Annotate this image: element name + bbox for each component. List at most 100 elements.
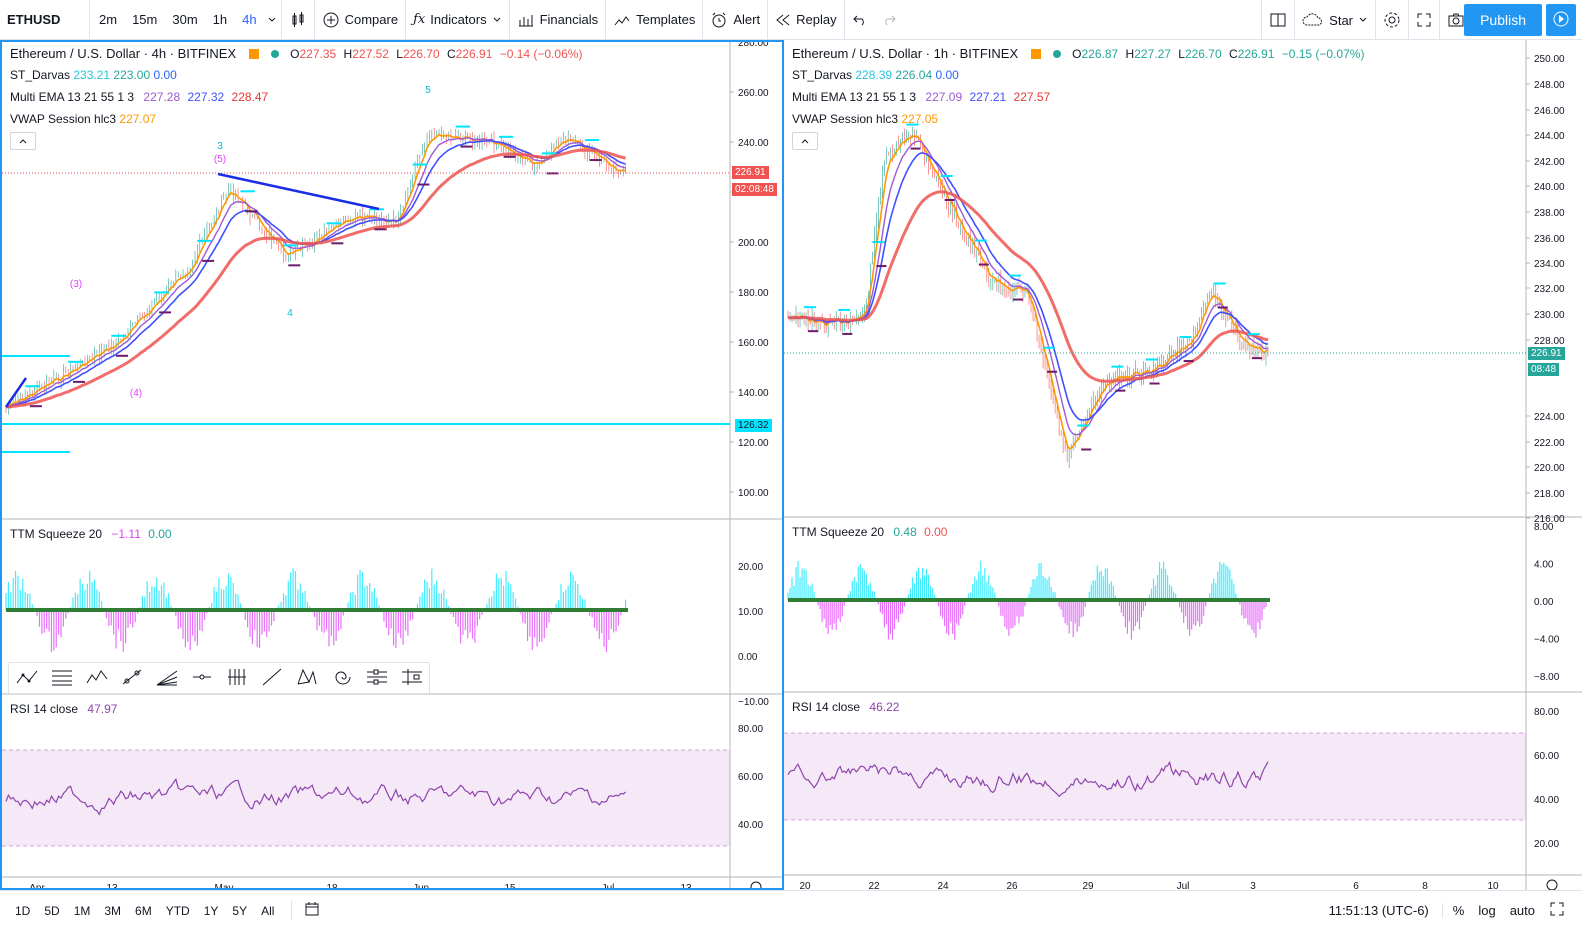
- pitchfork-tool[interactable]: [219, 663, 254, 693]
- horizontal-ray-tool[interactable]: [184, 663, 219, 693]
- trend-angle-tool[interactable]: [114, 663, 149, 693]
- redo-icon[interactable]: [881, 13, 897, 27]
- templates-button[interactable]: Templates: [606, 0, 704, 40]
- replay-button[interactable]: Replay: [768, 0, 845, 40]
- gear-icon[interactable]: [1546, 879, 1558, 890]
- price-axis-label: 250.00: [1534, 54, 1565, 65]
- squeeze-axis-label: −10.00: [738, 697, 769, 708]
- goto-date-button[interactable]: [291, 901, 327, 920]
- fib-fan-tool[interactable]: [149, 663, 184, 693]
- timeframe-1h[interactable]: 1h: [212, 12, 228, 27]
- elliott-wave-tool[interactable]: [79, 663, 114, 693]
- left-darvas-name: ST_Darvas: [10, 68, 71, 82]
- spiral-tool[interactable]: [324, 663, 359, 693]
- collapse-legend-button[interactable]: [792, 132, 818, 150]
- line-icon: [260, 667, 284, 690]
- vertical-lines-icon: [225, 667, 249, 690]
- chevron-down-icon: [492, 15, 502, 25]
- price-axis-label: 232.00: [1534, 284, 1565, 295]
- bar-chart-icon: [517, 11, 535, 29]
- timeframe-2m[interactable]: 2m: [99, 12, 118, 27]
- wave-label: (5): [214, 154, 226, 165]
- fullscreen-corner-button[interactable]: [1542, 901, 1572, 920]
- abcd-pattern-tool[interactable]: [9, 663, 44, 693]
- left-ema-legend[interactable]: Multi EMA 13 21 55 1 3 227.28 227.32 228…: [10, 90, 268, 104]
- right-squeeze-v2: 0.00: [924, 525, 948, 539]
- left-chart-pane[interactable]: 260.00240.00220.00200.00180.00160.00140.…: [0, 40, 784, 890]
- left-vwap-legend[interactable]: VWAP Session hlc3 227.07: [10, 112, 156, 126]
- chevron-down-icon[interactable]: [267, 15, 277, 25]
- price-axis-label: 222.00: [1534, 438, 1565, 449]
- chart-type-button[interactable]: [282, 0, 315, 40]
- right-squeeze-legend[interactable]: TTM Squeeze 20 0.48 0.00: [792, 525, 947, 539]
- price-axis-label: 230.00: [1534, 310, 1565, 321]
- undo-icon[interactable]: [852, 13, 868, 27]
- left-ema-v2: 227.32: [187, 90, 225, 104]
- range-1d[interactable]: 1D: [15, 903, 31, 918]
- right-symbol-title: Ethereum / U.S. Dollar · 1h · BITFINEX: [792, 46, 1019, 61]
- rsi-axis-label: 80.00: [738, 724, 763, 735]
- compare-button[interactable]: Compare: [315, 0, 407, 40]
- layout-button[interactable]: [1261, 0, 1296, 40]
- right-squeeze-v1: 0.48: [893, 525, 917, 539]
- date-axis-label: May: [215, 883, 234, 888]
- price-axis-label: 240.00: [1534, 182, 1565, 193]
- price-axis-label: 234.00: [1534, 259, 1565, 270]
- range-1m[interactable]: 1M: [73, 903, 91, 918]
- ema13-line: [787, 140, 1268, 436]
- right-rsi-legend[interactable]: RSI 14 close 46.22: [792, 700, 899, 714]
- left-squeeze-legend[interactable]: TTM Squeeze 20 −1.11 0.00: [10, 527, 172, 541]
- range-6m[interactable]: 6M: [135, 903, 152, 918]
- range-3m[interactable]: 3M: [104, 903, 122, 918]
- alert-button[interactable]: Alert: [703, 0, 769, 40]
- timeframe-30m[interactable]: 30m: [172, 12, 198, 27]
- left-squeeze-v2: 0.00: [148, 527, 172, 541]
- play-circle-icon: [1552, 10, 1570, 31]
- wave-label: (3): [70, 279, 82, 290]
- indicators-button[interactable]: ƒx Indicators: [406, 0, 510, 40]
- date-price-range-tool[interactable]: [394, 663, 429, 693]
- range-ytd[interactable]: YTD: [165, 903, 190, 918]
- flag-icon[interactable]: [1031, 49, 1042, 59]
- left-darvas-legend[interactable]: ST_Darvas 233.21 223.00 0.00: [10, 68, 177, 82]
- position-tool[interactable]: [359, 663, 394, 693]
- calendar-icon: [304, 902, 320, 920]
- timeframe-15m[interactable]: 15m: [132, 12, 158, 27]
- left-chart-canvas[interactable]: 260.00240.00220.00200.00180.00160.00140.…: [2, 42, 782, 888]
- range-5y[interactable]: 5Y: [232, 903, 248, 918]
- snapshot-button[interactable]: [1440, 0, 1472, 40]
- collapse-legend-button[interactable]: [10, 132, 36, 150]
- left-rsi-legend[interactable]: RSI 14 close 47.97: [10, 702, 117, 716]
- right-vwap-legend[interactable]: VWAP Session hlc3 227.05: [792, 112, 938, 126]
- right-squeeze-name: TTM Squeeze 20: [792, 525, 885, 539]
- xabcd-pattern-tool[interactable]: [289, 663, 324, 693]
- right-ema-legend[interactable]: Multi EMA 13 21 55 1 3 227.09 227.21 227…: [792, 90, 1050, 104]
- right-chart-pane[interactable]: 250.00 248.00 246.00 244.00 242.00 240.00 238.…: [784, 40, 1582, 890]
- date-axis-label: 15: [504, 883, 516, 888]
- left-ema-v1: 227.28: [143, 90, 181, 104]
- percent-toggle[interactable]: %: [1441, 903, 1472, 918]
- flag-icon[interactable]: [249, 49, 260, 59]
- auto-toggle[interactable]: auto: [1509, 903, 1535, 918]
- trend-line: [4, 377, 28, 408]
- right-chart-canvas[interactable]: 250.00248.00246.00244.00242.00240.00238.…: [784, 40, 1582, 890]
- symbol-search[interactable]: ETHUSD: [0, 0, 90, 40]
- financials-button[interactable]: Financials: [510, 0, 607, 40]
- fullscreen-button[interactable]: [1409, 0, 1440, 40]
- publish-button[interactable]: Publish: [1464, 4, 1542, 36]
- publish-arrow-button[interactable]: [1546, 4, 1576, 36]
- clock-time[interactable]: 11:51:13 (UTC-6): [1328, 903, 1429, 918]
- gear-icon[interactable]: [750, 881, 762, 888]
- range-all[interactable]: All: [261, 903, 275, 918]
- settings-button[interactable]: [1376, 0, 1409, 40]
- right-darvas-legend[interactable]: ST_Darvas 228.39 226.04 0.00: [792, 68, 959, 82]
- timeframe-4h[interactable]: 4h: [242, 12, 257, 27]
- fib-retracement-tool[interactable]: [44, 663, 79, 693]
- range-1y[interactable]: 1Y: [203, 903, 219, 918]
- range-5d[interactable]: 5D: [44, 903, 60, 918]
- spiral-icon: [330, 667, 354, 690]
- line-tool[interactable]: [254, 663, 289, 693]
- star-button[interactable]: Star: [1295, 0, 1376, 40]
- log-toggle[interactable]: log: [1478, 903, 1496, 918]
- candles-icon: [289, 11, 307, 29]
